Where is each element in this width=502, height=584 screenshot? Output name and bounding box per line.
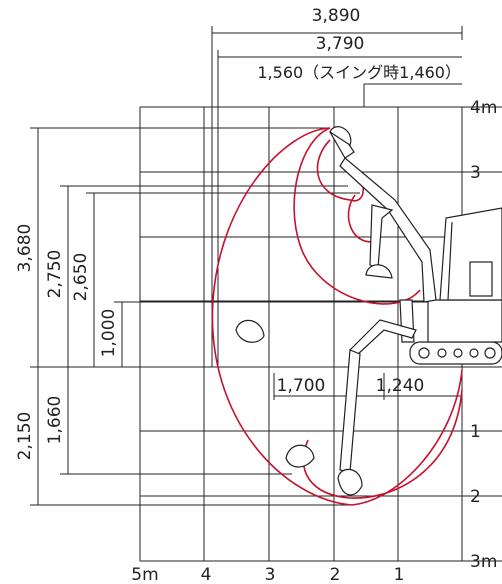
- dim-dig-depth: 1,660: [45, 396, 65, 445]
- vscale-lower-2: 2: [470, 487, 481, 507]
- dim-max-height: 3,680: [15, 224, 35, 273]
- hscale-1: 1: [394, 565, 405, 584]
- dim-blade-lift: 1,000: [99, 309, 119, 358]
- dimension-labels: 3,890 3,790 1,560（スイング時1,460） 1,240 1,70…: [15, 6, 461, 460]
- dimension-lines: [30, 26, 463, 506]
- bucket-lowered: [337, 468, 363, 496]
- excavator-machine: [235, 126, 502, 496]
- dim-dump-height-2: 2,650: [71, 253, 91, 302]
- vertical-scale: 4m 3 1 2 3m: [470, 98, 497, 572]
- arm-lowered: [339, 349, 361, 473]
- dim-second-top: 3,790: [316, 34, 365, 54]
- hscale-3: 3: [265, 565, 276, 584]
- boom-raised: [339, 157, 437, 303]
- bucket-mid: [365, 264, 393, 279]
- dim-offset-right: 1,240: [376, 376, 425, 396]
- upper-structure: [427, 299, 502, 343]
- dim-dump-height-1: 2,750: [45, 250, 65, 299]
- vscale-lower-1: 1: [470, 422, 481, 442]
- digging-depth-envelope: [302, 389, 463, 499]
- hscale-2: 2: [330, 565, 341, 584]
- track-rollers: [418, 347, 496, 359]
- operator-seat: [469, 261, 493, 297]
- bucket-deep: [285, 444, 315, 468]
- working-envelope: [211, 127, 463, 506]
- vscale-upper-4m: 4m: [470, 98, 497, 118]
- dim-max-depth: 2,150: [15, 412, 35, 461]
- max-reach-envelope: [211, 127, 463, 506]
- horizontal-scale: 5m 4 3 2 1: [131, 565, 404, 584]
- hscale-5m: 5m: [131, 565, 158, 584]
- bucket-ground: [235, 319, 265, 343]
- inner-envelope-1: [293, 127, 421, 305]
- dim-offset-left: 1,700: [277, 376, 326, 396]
- dim-swing-radius: 1,560（スイング時1,460）: [257, 63, 461, 82]
- vscale-upper-3: 3: [470, 163, 481, 183]
- vscale-lower-3m: 3m: [470, 552, 497, 572]
- bucket-raised: [329, 126, 352, 146]
- hscale-4: 4: [201, 565, 212, 584]
- dim-overall-top: 3,890: [312, 6, 361, 26]
